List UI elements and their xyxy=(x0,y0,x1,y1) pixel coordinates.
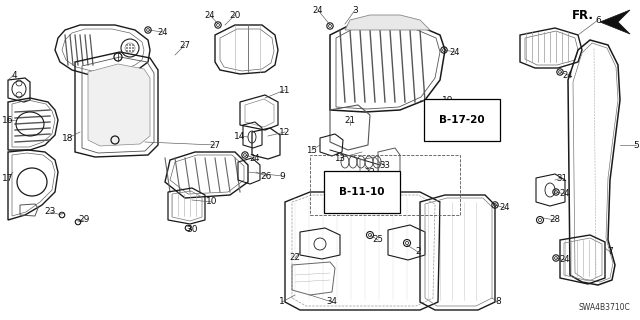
Text: 18: 18 xyxy=(62,133,74,142)
Text: 14: 14 xyxy=(234,132,246,140)
Text: 28: 28 xyxy=(550,215,561,225)
Text: 13: 13 xyxy=(335,154,346,163)
Text: 22: 22 xyxy=(289,253,301,262)
Text: B-11-10: B-11-10 xyxy=(339,187,385,197)
Text: 23: 23 xyxy=(44,207,56,217)
Text: 10: 10 xyxy=(206,197,218,206)
Text: 27: 27 xyxy=(209,140,221,149)
Ellipse shape xyxy=(129,50,131,52)
Text: 24: 24 xyxy=(313,5,323,14)
Text: 6: 6 xyxy=(595,15,601,25)
Text: 31: 31 xyxy=(557,173,568,182)
Text: 25: 25 xyxy=(372,236,383,244)
Text: B-17-20: B-17-20 xyxy=(439,115,485,125)
Polygon shape xyxy=(88,64,150,146)
Text: 26: 26 xyxy=(260,172,272,180)
Ellipse shape xyxy=(132,50,134,52)
Text: FR.: FR. xyxy=(572,9,594,21)
Polygon shape xyxy=(600,10,630,34)
Text: 27: 27 xyxy=(179,41,191,50)
Text: 12: 12 xyxy=(279,127,291,137)
Text: 24: 24 xyxy=(450,47,460,57)
Text: 8: 8 xyxy=(495,298,501,307)
Text: 24: 24 xyxy=(250,154,260,163)
Text: 34: 34 xyxy=(326,298,337,307)
Text: 15: 15 xyxy=(307,146,317,155)
Text: 9: 9 xyxy=(279,172,285,180)
Ellipse shape xyxy=(126,50,128,52)
Text: 16: 16 xyxy=(3,116,13,124)
Ellipse shape xyxy=(126,44,128,46)
Text: 3: 3 xyxy=(352,5,358,14)
Text: 24: 24 xyxy=(563,70,573,79)
Text: 33: 33 xyxy=(380,161,390,170)
Text: 7: 7 xyxy=(607,247,613,257)
Ellipse shape xyxy=(132,44,134,46)
Text: 4: 4 xyxy=(11,70,17,79)
Text: 20: 20 xyxy=(229,11,241,20)
Text: 29: 29 xyxy=(78,215,90,225)
Text: SWA4B3710C: SWA4B3710C xyxy=(579,303,630,312)
Text: 11: 11 xyxy=(279,85,291,94)
Text: 32: 32 xyxy=(365,167,376,177)
Text: 21: 21 xyxy=(344,116,355,124)
Text: 5: 5 xyxy=(633,140,639,149)
Text: 24: 24 xyxy=(500,204,510,212)
Text: 2: 2 xyxy=(415,247,421,257)
Ellipse shape xyxy=(132,47,134,49)
Text: 24: 24 xyxy=(205,11,215,20)
Ellipse shape xyxy=(126,47,128,49)
Ellipse shape xyxy=(129,44,131,46)
Text: 30: 30 xyxy=(186,226,198,235)
Text: 24: 24 xyxy=(560,255,570,265)
Text: 17: 17 xyxy=(3,173,13,182)
Ellipse shape xyxy=(129,47,131,49)
Text: 1: 1 xyxy=(279,298,285,307)
Text: 24: 24 xyxy=(157,28,168,36)
Text: 24: 24 xyxy=(560,189,570,198)
Text: 19: 19 xyxy=(442,95,454,105)
Polygon shape xyxy=(345,15,430,30)
